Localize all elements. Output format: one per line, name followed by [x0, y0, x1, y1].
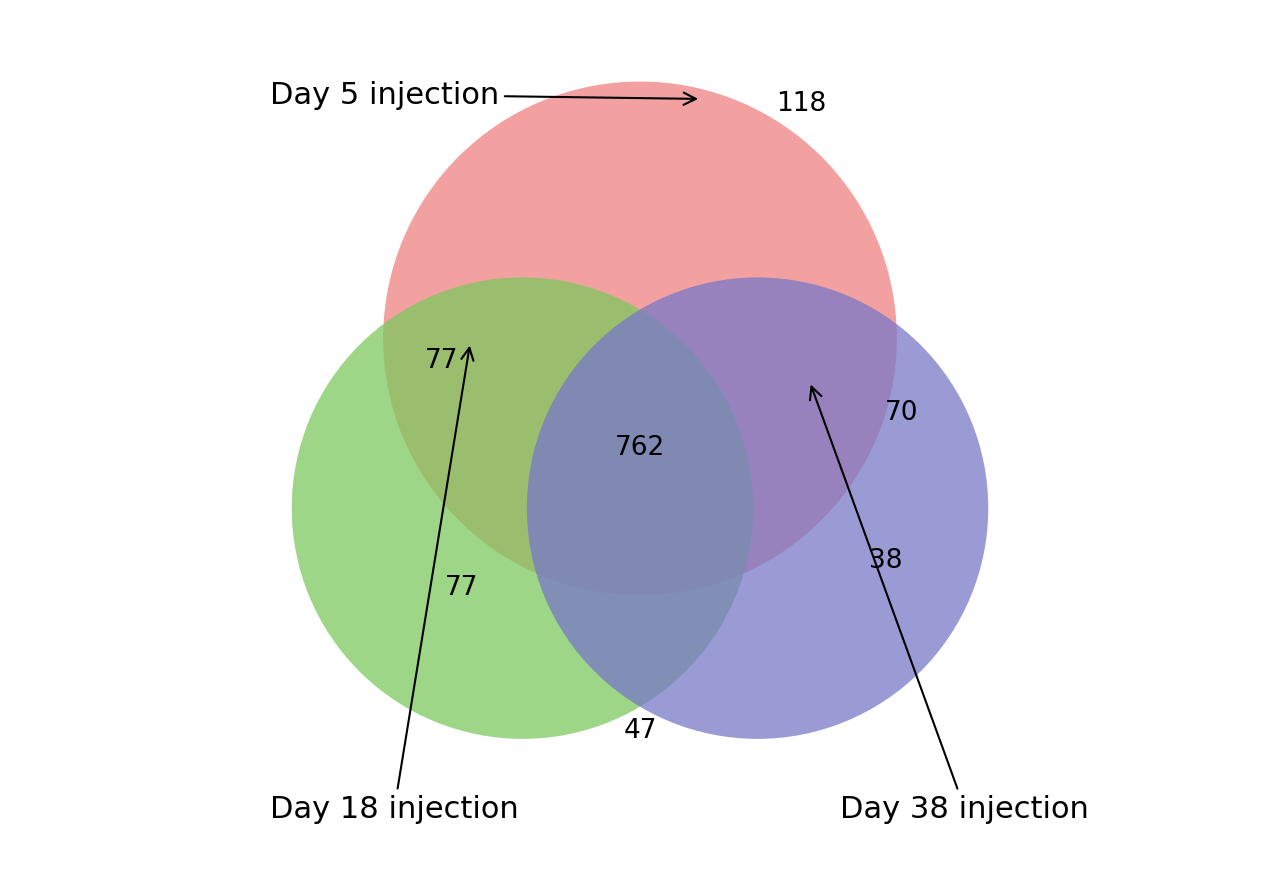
Text: 77: 77 [444, 574, 479, 600]
Text: 118: 118 [776, 91, 826, 117]
Ellipse shape [383, 83, 897, 595]
Text: Day 5 injection: Day 5 injection [270, 81, 696, 110]
Text: 38: 38 [869, 548, 902, 573]
Text: 70: 70 [884, 399, 918, 426]
Text: 47: 47 [623, 717, 657, 744]
Ellipse shape [292, 278, 753, 739]
Text: Day 18 injection: Day 18 injection [270, 349, 518, 823]
Text: Day 38 injection: Day 38 injection [810, 387, 1089, 823]
Ellipse shape [527, 278, 988, 739]
Text: 77: 77 [425, 348, 458, 374]
Text: 762: 762 [614, 435, 666, 461]
